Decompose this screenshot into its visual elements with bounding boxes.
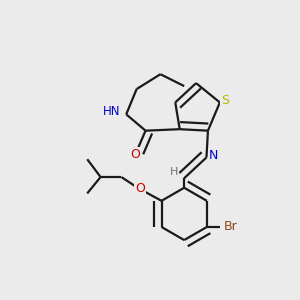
Text: H: H	[169, 167, 178, 177]
Text: N: N	[209, 149, 219, 162]
Text: O: O	[135, 182, 145, 194]
Text: Br: Br	[224, 220, 238, 233]
Text: O: O	[130, 148, 140, 161]
Text: HN: HN	[103, 106, 121, 118]
Text: S: S	[221, 94, 229, 107]
